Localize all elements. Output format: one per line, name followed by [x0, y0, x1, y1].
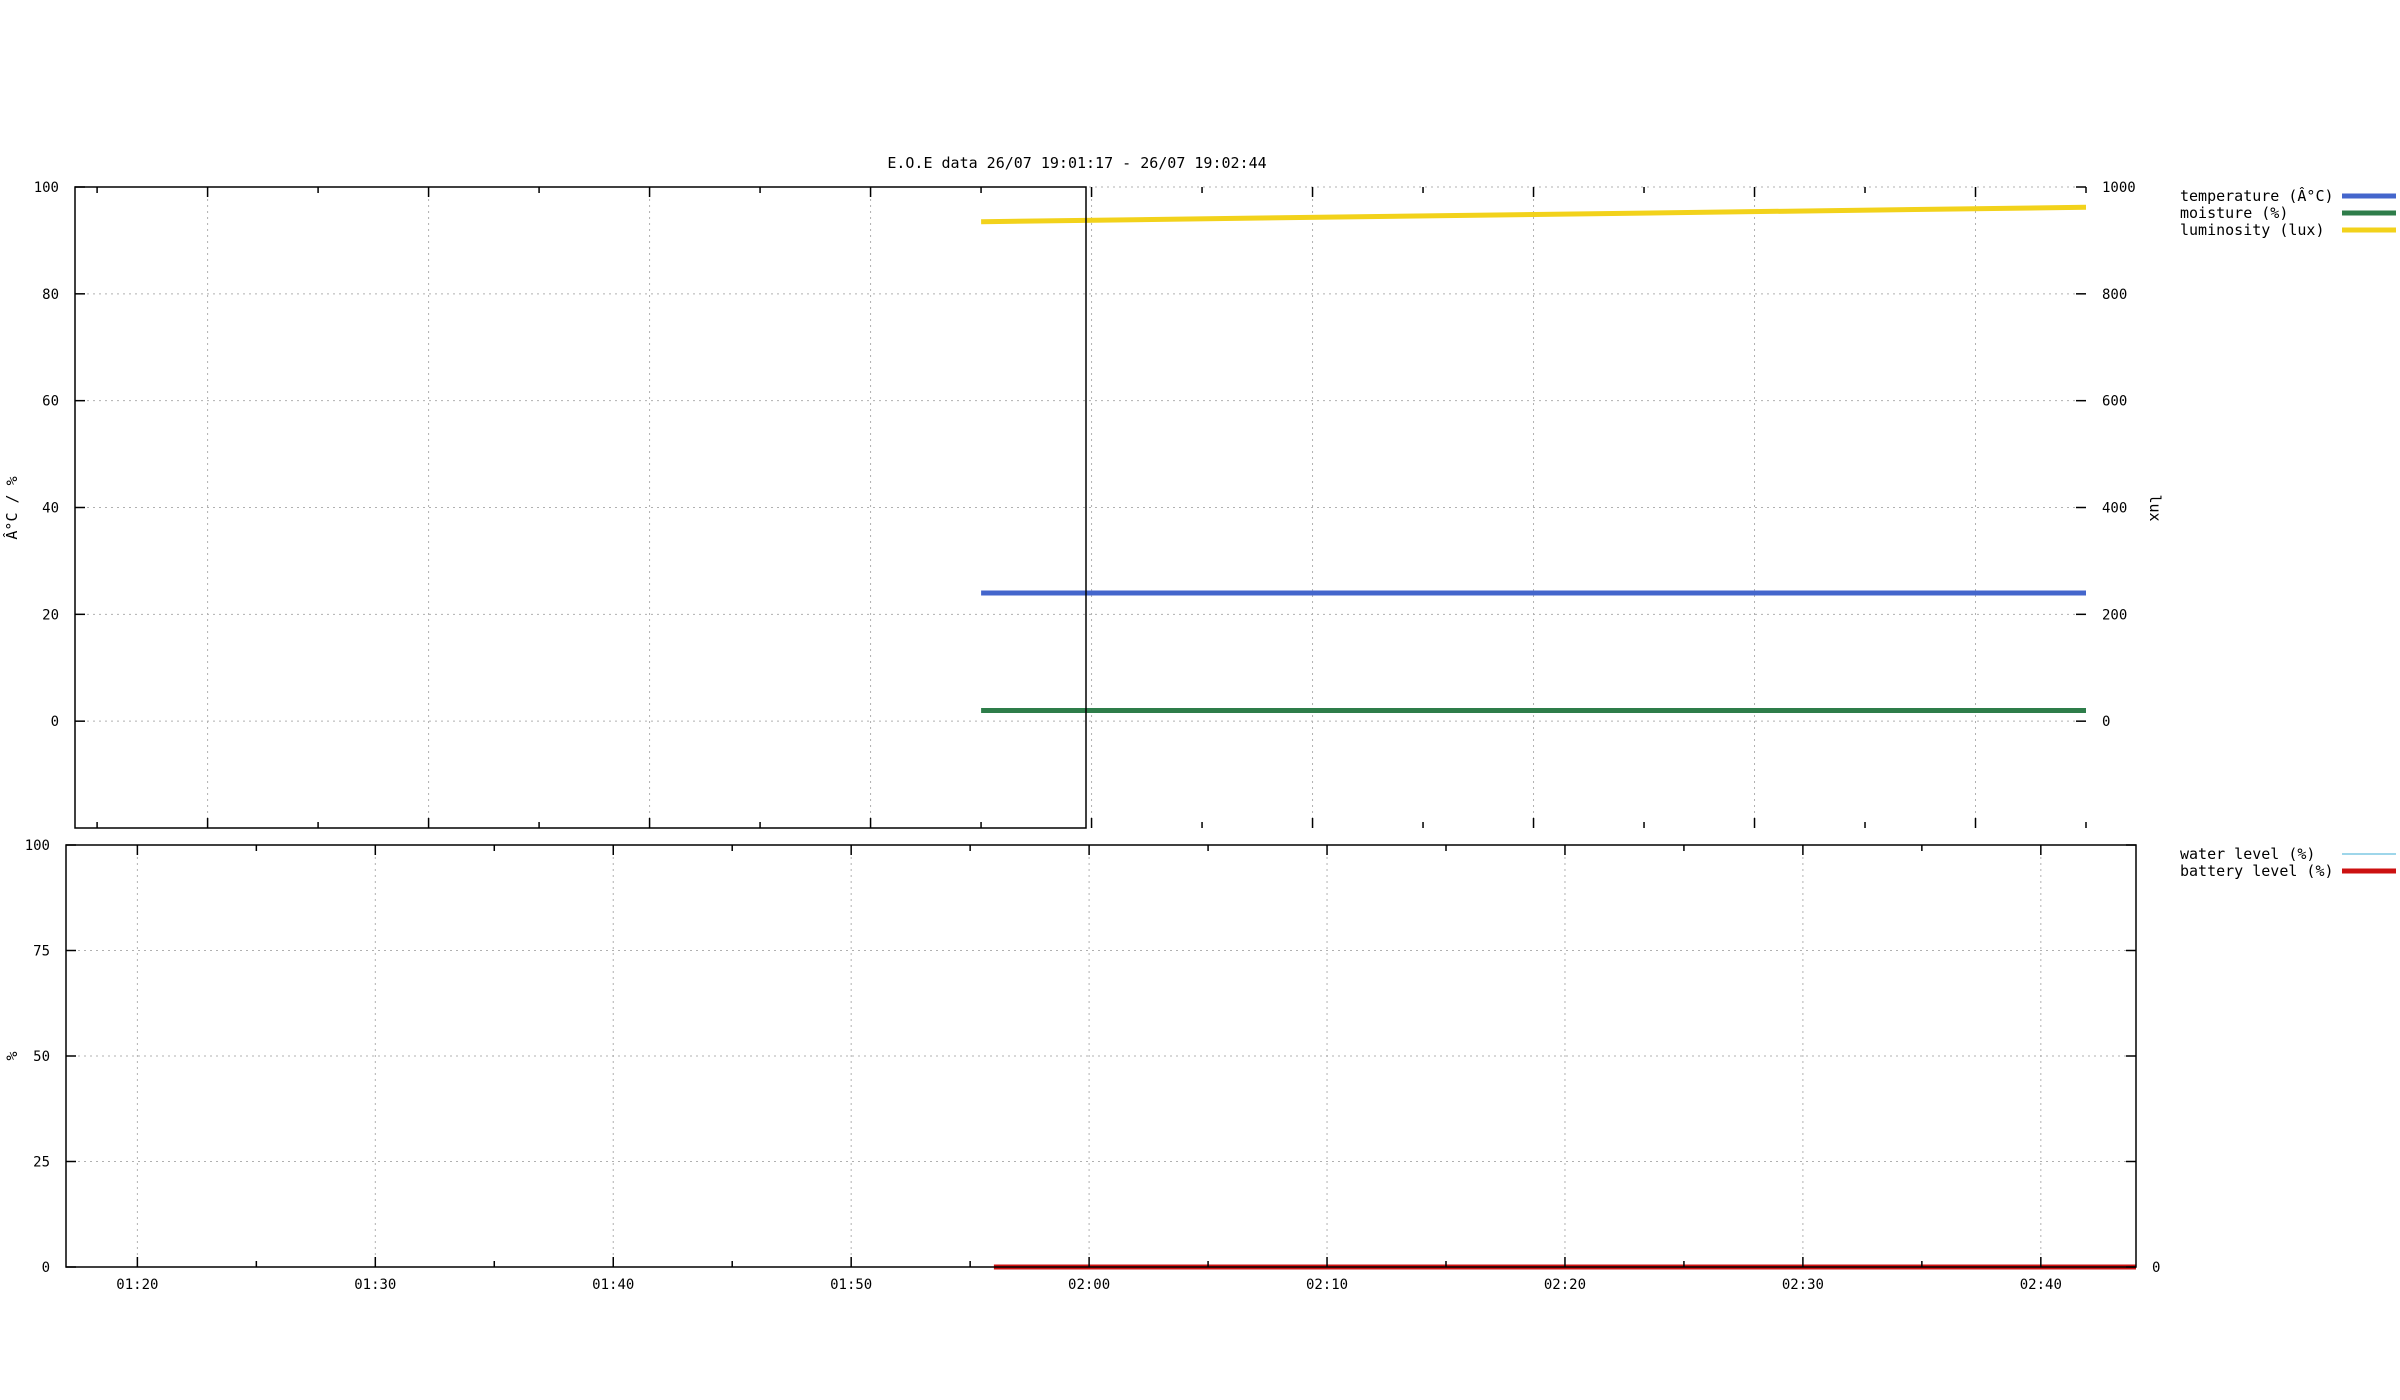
- y2-tick-label: 200: [2102, 607, 2127, 623]
- y2-tick-label: 400: [2102, 501, 2127, 517]
- y-tick-label: 25: [33, 1155, 50, 1171]
- upper-grid: [75, 186, 2086, 828]
- legend-label: battery level (%): [2180, 862, 2334, 880]
- y2-tick-label: 600: [2102, 394, 2127, 410]
- y-tick-label: 0: [51, 714, 59, 730]
- y-tick-label: 60: [42, 394, 59, 410]
- legend-label: temperature (Â°C): [2180, 186, 2334, 205]
- y2-tick-label: 0: [2102, 714, 2110, 730]
- lower-grid: [66, 844, 2136, 1268]
- lower-tick-labels: 01:20 01:30 01:40 01:50 02:00 02:10 02:20 02:30…: [25, 838, 2161, 1293]
- x-tick-label: 02:30: [1782, 1277, 1824, 1293]
- x-tick-label: 02:40: [2020, 1277, 2062, 1293]
- y-tick-label: 75: [33, 944, 50, 960]
- y-tick-label: 80: [42, 287, 59, 303]
- y2-tick-label: 0: [2152, 1260, 2160, 1276]
- y-tick-label: 40: [42, 501, 59, 517]
- y-tick-label: 100: [34, 180, 59, 196]
- x-tick-label: 01:20: [116, 1277, 158, 1293]
- lower-legend: water level (%)battery level (%): [2180, 845, 2396, 880]
- legend-label: water level (%): [2180, 845, 2315, 863]
- y-tick-label: 0: [42, 1260, 50, 1276]
- x-tick-label: 02:10: [1306, 1277, 1348, 1293]
- upper-chart-panel: E.O.E data 26/07 19:01:17 - 26/07 19:02:…: [2, 154, 2396, 829]
- chart-title: E.O.E data 26/07 19:01:17 - 26/07 19:02:…: [887, 154, 1266, 172]
- y-tick-label: 100: [25, 838, 50, 854]
- y-tick-label: 50: [33, 1049, 50, 1065]
- upper-ticks: [75, 186, 2087, 828]
- upper-y-axis-label: Â°C / %: [2, 476, 21, 539]
- legend-label: luminosity (lux): [2180, 221, 2325, 239]
- lower-y-axis-label: %: [3, 1051, 21, 1060]
- lower-ticks: [66, 844, 2136, 1268]
- x-tick-label: 02:20: [1544, 1277, 1586, 1293]
- upper-legend: temperature (Â°C)moisture (%)luminosity …: [2180, 186, 2396, 239]
- y2-tick-label: 800: [2102, 287, 2127, 303]
- upper-y2-axis-label: lux: [2146, 494, 2164, 521]
- y-tick-label: 20: [42, 607, 59, 623]
- x-tick-label: 01:30: [354, 1277, 396, 1293]
- legend-label: moisture (%): [2180, 204, 2288, 222]
- x-tick-label: 01:50: [830, 1277, 872, 1293]
- x-tick-label: 02:00: [1068, 1277, 1110, 1293]
- x-tick-label: 01:40: [592, 1277, 634, 1293]
- upper-series-layer: [981, 204, 2087, 713]
- series-line-2: [981, 204, 2087, 225]
- lower-chart-panel: 01:20 01:30 01:40 01:50 02:00 02:10 02:20 02:30…: [3, 838, 2396, 1293]
- y2-tick-label: 1000: [2102, 180, 2136, 196]
